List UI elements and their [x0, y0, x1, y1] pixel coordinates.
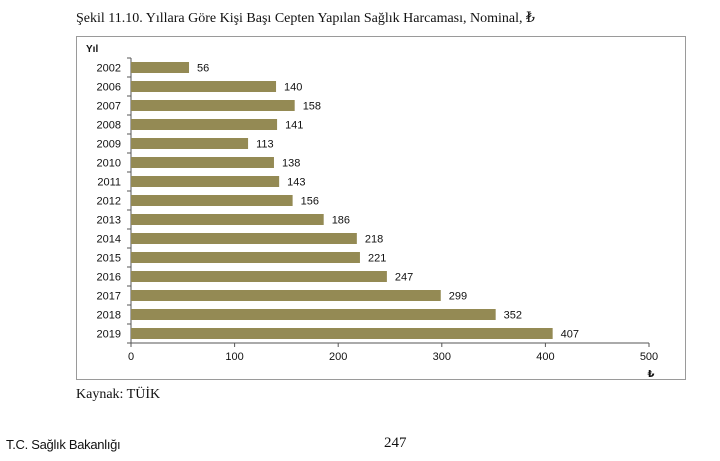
bar-chart: Yıl ₺ 0 100 200 300 400 500 2002 56 2006 140 2007 1… [86, 44, 658, 380]
source-note: Kaynak: TÜİK [76, 387, 161, 402]
y-tick-label: 2002 [97, 63, 121, 75]
x-tick-label: 500 [640, 351, 658, 363]
bar [131, 195, 293, 206]
y-tick-label: 2014 [97, 234, 121, 246]
y-tick-label: 2018 [97, 310, 121, 322]
x-axis-title: ₺ [648, 369, 655, 380]
bar [131, 214, 324, 225]
bar [131, 233, 357, 244]
data-label: 299 [449, 291, 467, 303]
figure-title: Şekil 11.10. Yıllara Göre Kişi Başı Cept… [76, 11, 535, 26]
y-tick-label: 2007 [97, 101, 121, 113]
bar [131, 176, 280, 187]
data-label: 221 [368, 253, 386, 265]
bar [131, 252, 360, 263]
data-label: 186 [332, 215, 350, 227]
data-label: 141 [285, 120, 303, 132]
data-label: 156 [301, 196, 319, 208]
data-label: 407 [561, 329, 579, 341]
data-label: 352 [504, 310, 522, 322]
y-axis-title: Yıl [86, 44, 98, 55]
y-tick-label: 2008 [97, 120, 121, 132]
x-tick-label: 0 [128, 351, 134, 363]
bar [131, 119, 278, 130]
y-tick-label: 2012 [97, 196, 121, 208]
data-label: 158 [303, 101, 321, 113]
page-number: 247 [384, 435, 407, 451]
footer-organization: T.C. Sağlık Bakanlığı [6, 437, 121, 452]
bar [131, 81, 277, 92]
y-tick-label: 2009 [97, 139, 121, 151]
y-tick-label: 2016 [97, 272, 121, 284]
y-tick-label: 2015 [97, 253, 121, 265]
y-tick-label: 2006 [97, 82, 121, 94]
y-tick-label: 2013 [97, 215, 121, 227]
data-label: 113 [256, 139, 274, 151]
data-label: 138 [282, 158, 300, 170]
data-label: 140 [284, 82, 302, 94]
bar [131, 157, 274, 168]
y-tick-label: 2010 [97, 158, 121, 170]
bar [131, 62, 190, 73]
data-label: 143 [287, 177, 305, 189]
data-label: 247 [395, 272, 413, 284]
y-tick-label: 2011 [97, 177, 121, 189]
data-label: 218 [365, 234, 383, 246]
y-tick-label: 2017 [97, 291, 121, 303]
plot-area: 0 100 200 300 400 500 2002 56 2006 140 2007 158 2008… [97, 57, 658, 363]
x-tick-label: 200 [329, 351, 347, 363]
bar [131, 290, 441, 301]
x-tick-label: 100 [225, 351, 243, 363]
bar [131, 328, 553, 339]
chart-frame: Yıl ₺ 0 100 200 300 400 500 2002 56 2006 140 2007 1… [76, 36, 686, 380]
bar [131, 138, 249, 149]
data-label: 56 [197, 63, 209, 75]
bar [131, 271, 387, 282]
bar [131, 100, 295, 111]
x-tick-label: 300 [433, 351, 451, 363]
y-tick-label: 2019 [97, 329, 121, 341]
bar [131, 309, 496, 320]
x-tick-label: 400 [536, 351, 554, 363]
